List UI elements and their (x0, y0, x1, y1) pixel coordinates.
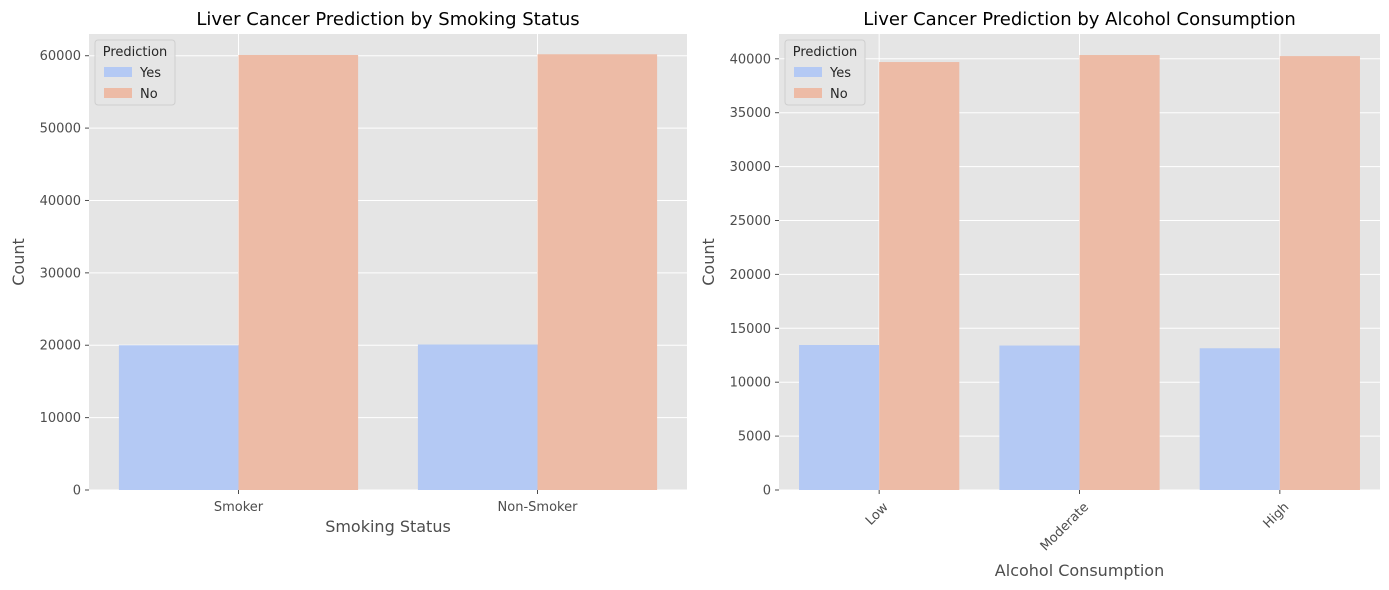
y-tick-label: 10000 (40, 411, 81, 426)
chart-1: 0 10000 20000 30000 40000 50000 60000 Smoker Non… (9, 9, 687, 536)
bar-no-high (1279, 56, 1360, 490)
y-tick-label: 25000 (730, 214, 771, 229)
legend-swatch-no (104, 88, 132, 98)
x-tick-label: Low (863, 500, 892, 529)
bar-no-low (879, 62, 960, 490)
x-axis-label: Alcohol Consumption (995, 561, 1164, 580)
y-tick-label: 30000 (40, 266, 81, 281)
y-tick-label: 0 (763, 484, 771, 499)
legend-label-yes: Yes (139, 66, 161, 81)
y-tick-label: 0 (73, 484, 81, 499)
x-axis-label: Smoking Status (325, 517, 451, 536)
y-axis-label: Count (699, 238, 718, 286)
x-tick-label: Smoker (214, 500, 264, 515)
bar-yes-moderate (999, 345, 1080, 490)
legend-label-no: No (830, 87, 848, 102)
bar-no-non-smoker (537, 54, 658, 491)
y-tick-label: 5000 (738, 430, 771, 445)
bar-no-moderate (1079, 55, 1160, 491)
chart-title: Liver Cancer Prediction by Smoking Statu… (196, 9, 579, 30)
x-tick-label: Moderate (1038, 500, 1092, 554)
legend-swatch-yes (104, 67, 132, 77)
y-tick-label: 15000 (730, 322, 771, 337)
bar-yes-low (799, 345, 880, 490)
legend-title: Prediction (103, 45, 168, 60)
y-tick-label: 35000 (730, 106, 771, 121)
chart-2: 0 5000 10000 15000 20000 25000 30000 35000 40000… (699, 9, 1380, 580)
chart-title: Liver Cancer Prediction by Alcohol Consu… (863, 9, 1296, 30)
legend: Prediction Yes No (94, 39, 176, 106)
y-tick-label: 20000 (730, 268, 771, 283)
y-tick-label: 20000 (40, 339, 81, 354)
legend-label-yes: Yes (829, 66, 851, 81)
x-tick-label: High (1261, 500, 1293, 532)
y-tick-label: 10000 (730, 376, 771, 391)
bar-no-smoker (238, 54, 359, 490)
legend-swatch-yes (794, 67, 822, 77)
x-tick-label: Non-Smoker (498, 500, 579, 515)
y-axis-label: Count (9, 238, 28, 286)
legend-swatch-no (794, 88, 822, 98)
bar-yes-high (1199, 348, 1280, 490)
legend-title: Prediction (793, 45, 858, 60)
legend: Prediction Yes No (784, 39, 866, 106)
y-tick-label: 40000 (40, 194, 81, 209)
legend-label-no: No (140, 87, 158, 102)
y-tick-label: 40000 (730, 52, 771, 67)
y-tick-label: 50000 (40, 122, 81, 137)
bar-yes-smoker (118, 345, 239, 490)
y-tick-label: 60000 (40, 49, 81, 64)
bar-yes-non-smoker (417, 344, 538, 490)
y-tick-label: 30000 (730, 160, 771, 175)
